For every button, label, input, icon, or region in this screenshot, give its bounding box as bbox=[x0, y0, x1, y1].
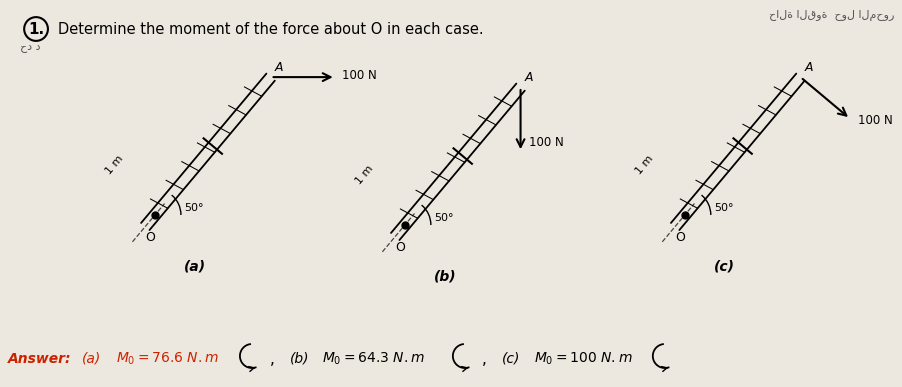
Text: $M_0 = 100\ N.m$: $M_0 = 100\ N.m$ bbox=[533, 351, 631, 367]
Text: (c): (c) bbox=[502, 352, 520, 366]
Text: حالة القوة  حول المحور: حالة القوة حول المحور bbox=[769, 10, 894, 21]
Text: ,: , bbox=[482, 351, 486, 366]
Text: 100 N: 100 N bbox=[341, 68, 376, 82]
Text: (a): (a) bbox=[82, 352, 101, 366]
Text: 50°: 50° bbox=[713, 203, 732, 213]
Text: 100 N: 100 N bbox=[857, 115, 892, 127]
Text: O: O bbox=[674, 231, 684, 244]
Text: (b): (b) bbox=[290, 352, 309, 366]
Text: (a): (a) bbox=[184, 259, 206, 273]
Text: 1 m: 1 m bbox=[633, 154, 655, 176]
Text: 1 m: 1 m bbox=[104, 154, 125, 176]
Text: حد د: حد د bbox=[20, 42, 41, 52]
Text: O: O bbox=[145, 231, 155, 244]
Text: A: A bbox=[274, 61, 283, 74]
Text: (c): (c) bbox=[713, 259, 734, 273]
Text: 50°: 50° bbox=[433, 213, 453, 223]
Text: ,: , bbox=[270, 351, 274, 366]
Text: 1.: 1. bbox=[28, 22, 44, 36]
Text: 100 N: 100 N bbox=[528, 135, 563, 149]
Text: Determine the moment of the force about O in each case.: Determine the moment of the force about … bbox=[58, 22, 483, 36]
Text: $M_0 = 64.3\ N.m$: $M_0 = 64.3\ N.m$ bbox=[321, 351, 425, 367]
Text: Answer:: Answer: bbox=[8, 352, 71, 366]
Text: A: A bbox=[804, 61, 812, 74]
Text: A: A bbox=[524, 71, 532, 84]
Text: O: O bbox=[394, 241, 404, 254]
Text: 1 m: 1 m bbox=[354, 164, 375, 187]
Text: $M_0 = 76.6\ N.m$: $M_0 = 76.6\ N.m$ bbox=[115, 351, 219, 367]
Text: (b): (b) bbox=[433, 269, 456, 283]
Text: 50°: 50° bbox=[184, 203, 203, 213]
